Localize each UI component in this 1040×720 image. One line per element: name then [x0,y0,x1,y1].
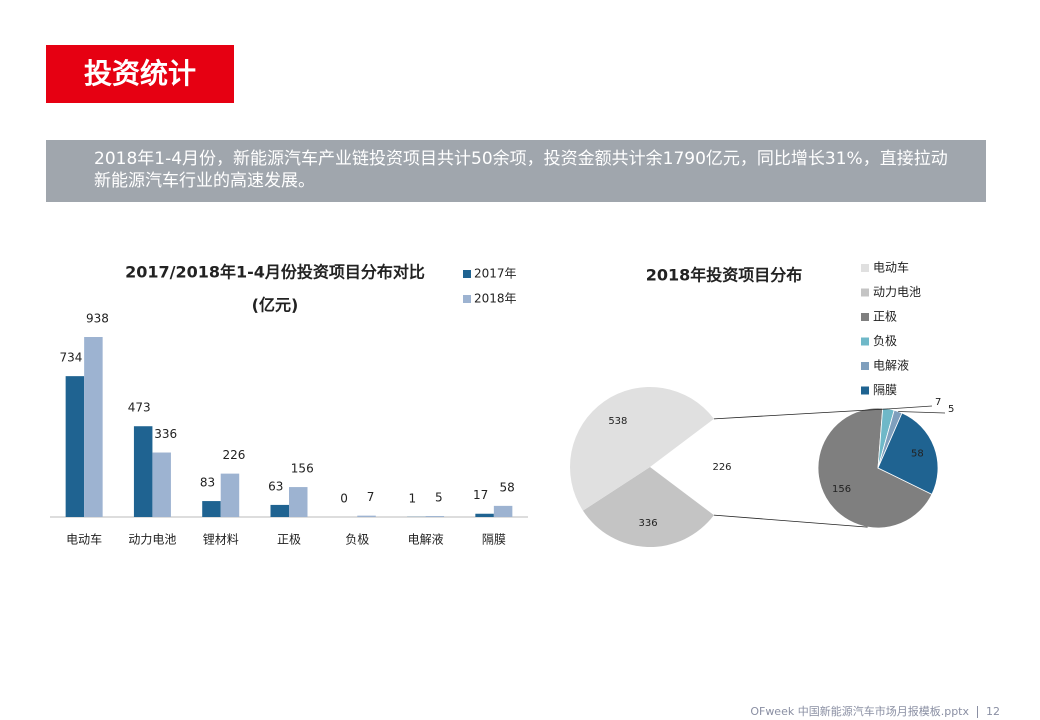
value-label: 83 [200,476,215,490]
x-tick-label: 隔膜 [482,533,506,547]
pie-slice [582,467,714,547]
legend-swatch [861,264,869,272]
charts: 2017/2018年1-4月份投资项目分布对比 (亿元) 电动车 734 938 动力电池… [50,260,954,547]
data-label: 538 [608,416,627,427]
bar [202,501,221,517]
bar [289,487,308,517]
value-label: 336 [154,427,177,441]
x-tick-label: 电解液 [408,532,444,547]
bar [270,504,289,517]
bar [133,426,153,517]
data-label: 156 [832,484,851,495]
slide-title: 投资统计 [46,45,234,103]
x-tick-label: 电动车 [66,532,102,547]
bar [357,515,376,517]
legend-swatch [861,337,869,346]
connector [713,408,889,420]
data-label: 5 [948,404,954,415]
data-label: 7 [935,397,941,408]
pie-slice [877,412,939,495]
legend-swatch [861,313,869,321]
legend-swatch [861,386,869,395]
pie-slice [817,407,933,529]
value-label: 5 [435,491,443,505]
bar [152,452,171,517]
legend-label: 隔膜 [873,383,897,397]
legend-label: 正极 [873,310,897,324]
chart-title: 2017/2018年1-4月份投资项目分布对比 [125,263,425,282]
legend-swatch [861,362,869,370]
legend-label: 2018年 [474,292,517,306]
footer-file: OFweek 中国新能源汽车市场月报模板.pptx [750,705,969,718]
x-tick-label: 正极 [277,533,301,547]
chart-subtitle: (亿元) [252,296,299,315]
bar [493,505,513,517]
value-label: 17 [473,488,488,502]
leader-line [898,411,946,414]
value-label: 58 [499,480,514,494]
connector [713,514,868,528]
data-label: 58 [911,449,924,460]
legend-swatch [463,295,471,303]
bar [425,516,445,517]
value-label: 734 [59,351,82,365]
value-label: 226 [223,448,246,462]
bar [65,376,85,517]
separator [977,706,978,718]
bar [475,513,494,517]
x-tick-label: 动力电池 [128,533,176,547]
pie-slice [569,386,714,511]
value-label: 156 [291,462,314,476]
legend-label: 2017年 [474,267,517,281]
legend-label: 电动车 [873,260,909,275]
legend-label: 电解液 [873,358,909,373]
footer: OFweek 中国新能源汽车市场月报模板.pptx 12 [600,703,1000,719]
value-label: 63 [268,479,283,493]
chart-title: 2018年投资项目分布 [646,266,803,285]
legend-swatch [861,288,869,297]
data-label: 226 [712,462,731,473]
value-label: 7 [367,490,375,504]
legend-swatch [463,270,471,278]
page-number: 12 [986,705,1000,718]
leader-line [888,405,933,410]
bar [84,337,103,517]
legend-label: 动力电池 [873,285,921,299]
x-tick-label: 负极 [345,533,369,547]
bar [220,473,240,517]
legend-label: 负极 [873,334,897,348]
summary-text: 2018年1-4月份，新能源汽车产业链投资项目共计50余项，投资金额共计余179… [46,140,986,202]
value-label: 1 [409,491,417,505]
x-tick-label: 锂材料 [203,532,239,547]
data-label: 336 [639,518,658,529]
value-label: 473 [128,401,151,415]
value-label: 938 [86,312,109,326]
value-label: 0 [340,492,348,506]
